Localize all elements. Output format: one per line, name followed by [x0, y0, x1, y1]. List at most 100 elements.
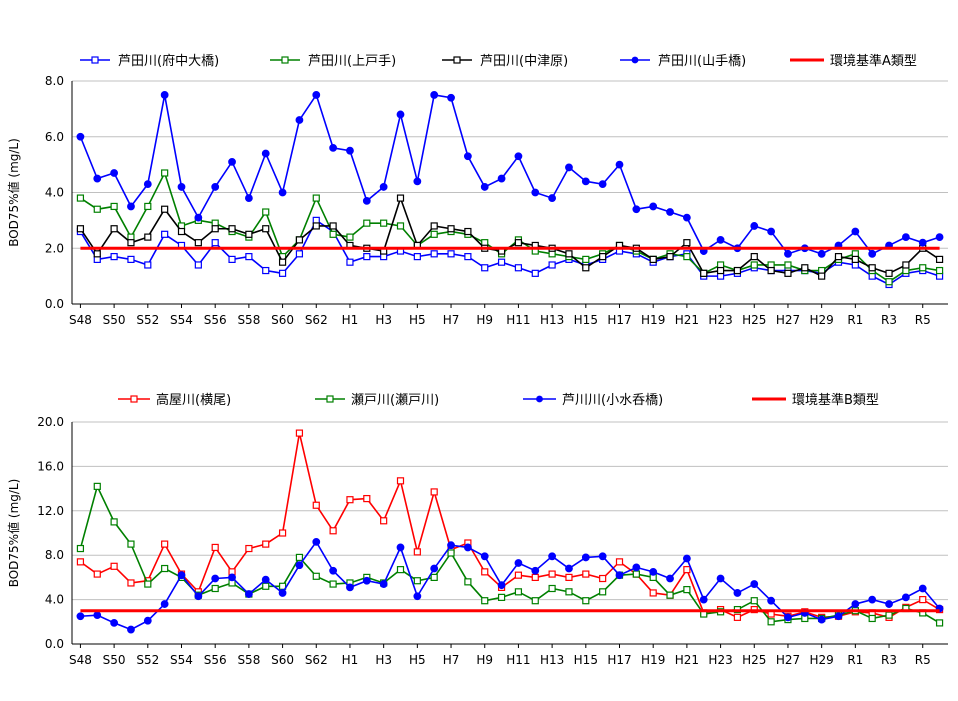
x-tick-label: S48 — [69, 653, 92, 667]
data-point — [885, 278, 893, 286]
data-point — [295, 561, 304, 570]
data-point — [582, 570, 590, 578]
chart-1: 0.0 2.0 4.0 6.0 8.0 S48 S50 S52 S54 S56 S58 S60 S62 H… — [6, 53, 948, 327]
data-point — [700, 269, 708, 277]
data-point — [362, 576, 371, 585]
data-point — [447, 93, 455, 102]
x-tick-label: H3 — [375, 313, 392, 327]
data-point — [531, 188, 540, 197]
series-line — [79, 93, 940, 255]
data-point — [110, 562, 118, 570]
data-point — [244, 590, 253, 598]
data-point — [548, 261, 556, 269]
data-point — [245, 544, 253, 553]
data-point — [244, 194, 253, 202]
data-point — [144, 580, 152, 588]
data-point — [396, 222, 405, 230]
data-point — [211, 584, 219, 593]
data-point — [161, 205, 169, 213]
data-point — [430, 91, 439, 99]
data-point — [228, 225, 236, 233]
data-point — [565, 573, 573, 582]
data-point — [110, 169, 119, 177]
x-tick-label: H1 — [342, 653, 359, 667]
data-point — [565, 163, 573, 172]
x-tick-label: S52 — [136, 313, 159, 327]
data-point — [262, 266, 270, 275]
data-point — [531, 573, 539, 582]
data-point — [834, 612, 843, 621]
x-tick-label: H3 — [375, 653, 392, 667]
x-tick-label: S60 — [271, 313, 294, 327]
data-point — [497, 581, 506, 590]
data-point — [363, 219, 371, 227]
data-point — [598, 552, 607, 561]
x-tick-label: S62 — [305, 653, 328, 667]
data-point — [683, 586, 691, 594]
x-tick-label: H13 — [540, 313, 564, 327]
legend-label: 環境基準A類型 — [830, 53, 917, 69]
legend-item: 環境基準A類型 — [790, 53, 917, 69]
data-point — [93, 482, 101, 490]
x-tick-label: H21 — [675, 313, 699, 327]
x-tick-label: H29 — [810, 313, 834, 327]
data-point — [110, 619, 119, 627]
data-point — [278, 589, 287, 597]
data-point — [464, 578, 472, 586]
data-point — [312, 572, 320, 580]
data-point — [211, 543, 219, 552]
data-point — [93, 611, 102, 620]
x-tick-label: S58 — [237, 653, 260, 667]
series-line — [80, 540, 941, 631]
data-point — [278, 188, 287, 197]
data-point — [481, 264, 489, 272]
x-tick-label: H27 — [776, 653, 800, 667]
data-point — [379, 580, 388, 588]
data-point — [582, 255, 590, 263]
legend-label: 芦田川(中津原) — [480, 54, 568, 69]
legend-label: 芦田川(府中大橋) — [118, 54, 219, 69]
data-point — [396, 477, 405, 485]
series-2-2 — [76, 537, 944, 634]
data-point — [632, 205, 641, 214]
data-point — [935, 233, 944, 242]
data-point — [464, 227, 472, 236]
legend-label: 環境基準B類型 — [792, 392, 879, 408]
data-point — [110, 253, 118, 261]
legend-item: 芦田川(中津原) — [442, 54, 568, 69]
data-point — [127, 579, 135, 587]
data-point — [649, 567, 658, 576]
data-point — [935, 255, 944, 263]
data-point — [565, 250, 573, 258]
data-point — [868, 249, 877, 258]
data-point — [767, 596, 776, 605]
data-point — [548, 570, 556, 578]
data-point — [599, 588, 607, 596]
data-point — [581, 177, 590, 186]
data-point — [329, 527, 337, 535]
x-tick-label: H23 — [708, 653, 732, 667]
data-point — [177, 227, 186, 236]
data-point — [430, 573, 438, 582]
data-point — [329, 230, 337, 238]
data-point — [514, 559, 523, 567]
x-tick-label: H15 — [574, 653, 598, 667]
data-point — [666, 591, 674, 599]
data-point — [161, 540, 169, 548]
data-point — [548, 552, 557, 561]
data-point — [666, 208, 674, 216]
data-point — [784, 249, 792, 258]
x-tick-label: H5 — [409, 653, 426, 667]
data-point — [278, 258, 287, 266]
y-tick-label: 20.0 — [37, 415, 64, 429]
legend-label: 瀬戸川(瀬戸川) — [351, 393, 439, 408]
data-point — [362, 196, 371, 205]
x-tick-label: H25 — [742, 313, 766, 327]
x-tick-label: S62 — [305, 313, 328, 327]
data-point — [194, 261, 202, 269]
x-tick-label: H9 — [476, 653, 493, 667]
data-point — [93, 570, 101, 578]
y-tick-label: 2.0 — [45, 241, 64, 255]
data-point — [784, 613, 792, 622]
legend-marker — [91, 56, 99, 64]
